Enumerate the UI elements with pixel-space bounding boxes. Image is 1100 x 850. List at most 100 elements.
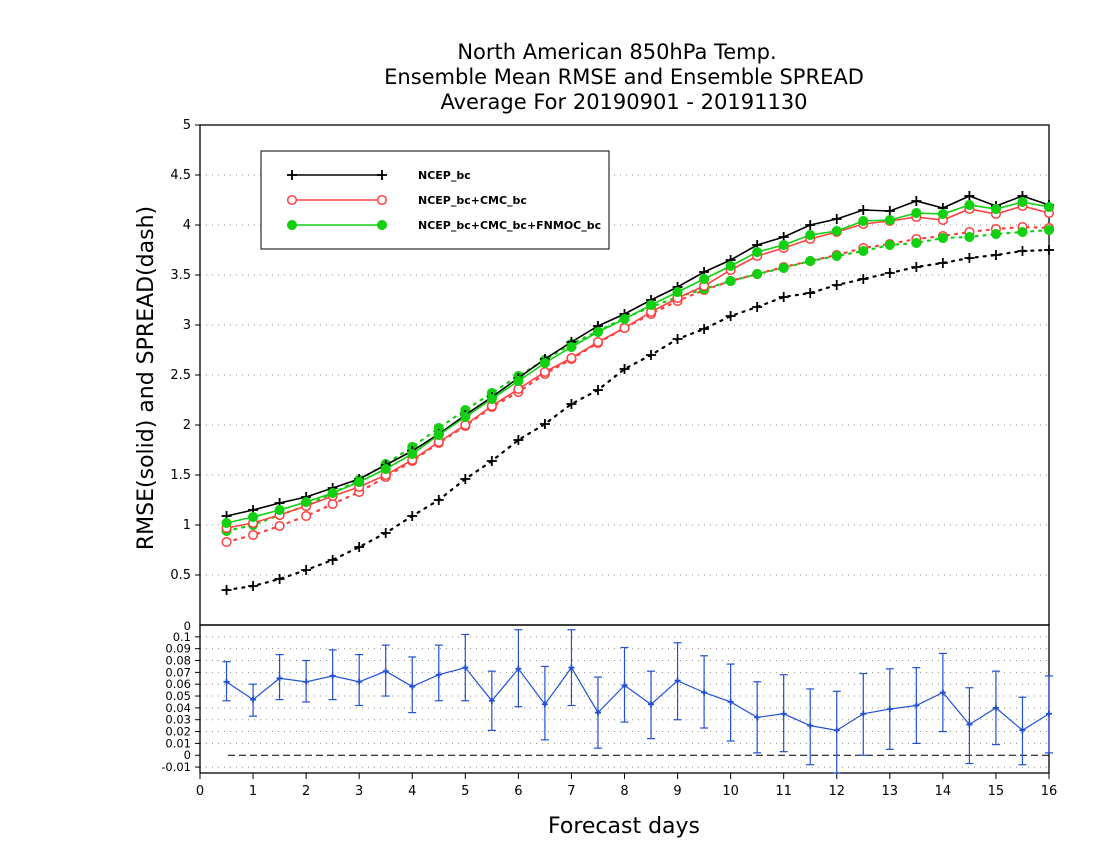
x-axis-title: Forecast days	[548, 814, 700, 839]
data-point-dot	[301, 496, 312, 508]
x-tick-label: 12	[828, 784, 845, 799]
legend-item: NCEP_bc	[287, 169, 471, 182]
y-tick-label: 0.02	[165, 725, 191, 739]
data-point-circle	[286, 194, 298, 206]
y-tick-label: 0.06	[165, 677, 191, 691]
data-point-dot	[376, 219, 388, 231]
y-tick-label: 2	[183, 418, 191, 433]
data-point-dot	[831, 225, 842, 237]
data-point-dot	[858, 245, 869, 257]
data-point-dot	[805, 229, 816, 241]
data-point-dot	[937, 208, 948, 220]
data-point-dot	[327, 487, 338, 499]
data-point-dot	[513, 375, 524, 387]
data-point-dot	[858, 215, 869, 227]
series-line-spread-0	[225, 248, 1051, 592]
x-tick-label: 2	[302, 784, 310, 799]
data-point-dot	[805, 255, 816, 267]
y-axis-title: RMSE(solid) and SPREAD(dash)	[134, 206, 159, 550]
y-tick-label: -0.01	[161, 760, 191, 774]
series-line-rmse-2	[226, 201, 1050, 524]
x-tick-label: 3	[355, 784, 363, 799]
series-line-rmse-0	[226, 195, 1050, 517]
data-point-dot	[1043, 201, 1055, 213]
data-point-dot	[725, 260, 736, 272]
data-point-dot	[566, 341, 577, 353]
data-point-dot	[274, 504, 285, 516]
data-point-dot	[592, 326, 604, 338]
y-tick-label: 2.5	[170, 368, 191, 383]
rmse-spread-panel: 0.5 1 1.5 2 2.5 3 3.5 4 4.5 5 NCEP_bc NCEP_bc+CMC_b…	[170, 118, 1055, 626]
x-tick-label: 11	[775, 784, 792, 799]
y-tick-label: 1.5	[170, 468, 191, 483]
x-tick-label: 16	[1041, 784, 1058, 799]
data-point-circle	[566, 352, 577, 364]
data-point-dot	[778, 262, 789, 274]
data-point-dot	[1017, 196, 1028, 208]
data-point-dot	[990, 228, 1001, 240]
y-tick-label: 0	[184, 748, 191, 762]
data-point-circle	[274, 520, 285, 532]
data-point-dot	[964, 231, 975, 243]
data-point-circle	[248, 529, 259, 541]
x-tick-label: 15	[988, 784, 1005, 799]
y-tick-label: 5	[183, 118, 191, 133]
difference-line	[226, 666, 1050, 732]
data-point-dot	[725, 275, 736, 287]
data-point-circle	[221, 536, 232, 548]
y-tick-label: 0.04	[165, 701, 191, 715]
y-tick-label: 0.09	[165, 642, 191, 656]
data-point-dot	[460, 411, 471, 423]
data-point-dot	[619, 313, 630, 325]
data-point-dot	[884, 239, 895, 251]
data-point-dot	[1017, 226, 1028, 238]
y-tick-label: 4.5	[170, 168, 191, 183]
y-tick-label: 0.05	[165, 689, 191, 703]
legend-item: NCEP_bc+CMC_bc+FNMOC_bc	[286, 219, 601, 232]
x-tick-label: 4	[408, 784, 416, 799]
data-point-dot	[1043, 224, 1055, 236]
difference-panel: 0.10.090.080.070.060.050.040.030.020.010…	[161, 619, 1057, 799]
y-tick-label: 3	[183, 318, 191, 333]
y-tick-label: 0.5	[170, 568, 191, 583]
x-tick-label: 10	[722, 784, 739, 799]
data-point-dot	[286, 219, 298, 231]
x-tick-label: 8	[620, 784, 628, 799]
data-point-dot	[433, 429, 444, 441]
data-point-dot	[911, 237, 922, 249]
x-tick-label: 7	[567, 784, 575, 799]
data-point-dot	[248, 511, 259, 523]
data-point-circle	[376, 194, 388, 206]
x-tick-label: 14	[935, 784, 952, 799]
legend-item: NCEP_bc+CMC_bc	[286, 194, 527, 207]
data-point-dot	[354, 476, 365, 488]
data-point-circle	[539, 366, 550, 378]
data-point-dot	[672, 286, 683, 298]
x-tick-label: 5	[461, 784, 469, 799]
y-tick-label-junction: 0	[184, 619, 191, 633]
x-tick-label: 9	[673, 784, 681, 799]
x-tick-label: 1	[249, 784, 257, 799]
data-point-dot	[645, 299, 657, 311]
series-line-rmse-1	[226, 205, 1050, 529]
data-point-dot	[407, 448, 418, 460]
y-tick-label: 0.03	[165, 713, 191, 727]
data-point-dot	[486, 393, 497, 405]
x-tick-label: 6	[514, 784, 522, 799]
chart-title-line-2: Ensemble Mean RMSE and Ensemble SPREAD	[384, 65, 864, 89]
data-point-circle	[301, 510, 312, 522]
data-point-dot	[831, 250, 842, 262]
data-point-dot	[911, 207, 922, 219]
data-point-circle	[592, 336, 604, 348]
y-tick-label: 0.07	[165, 665, 191, 679]
y-tick-label: 4	[183, 218, 191, 233]
data-point-dot	[221, 517, 232, 529]
y-tick-label: 0.01	[165, 736, 191, 750]
y-tick-label: 0.08	[165, 654, 191, 668]
data-point-dot	[539, 357, 550, 369]
legend-label: NCEP_bc	[418, 169, 471, 182]
data-point-dot	[937, 232, 948, 244]
legend: NCEP_bc NCEP_bc+CMC_bc NCEP_bc+CMC_bc+FNMO…	[260, 150, 610, 250]
y-tick-label: 1	[183, 518, 191, 533]
data-point-dot	[699, 273, 710, 285]
